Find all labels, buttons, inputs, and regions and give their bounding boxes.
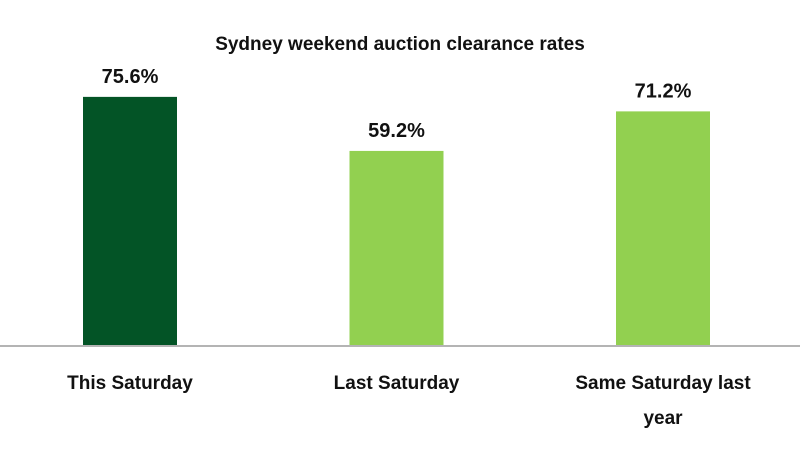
chart-title: Sydney weekend auction clearance rates bbox=[215, 34, 585, 55]
bar-0 bbox=[83, 96, 177, 346]
bar-1 bbox=[349, 150, 444, 346]
data-label-0: 75.6% bbox=[102, 66, 159, 88]
category-label-0: This Saturday bbox=[67, 373, 193, 394]
bar-2 bbox=[616, 111, 710, 346]
data-label-1: 59.2% bbox=[368, 120, 425, 142]
data-label-2: 71.2% bbox=[635, 80, 692, 102]
category-label-2-line-1: year bbox=[643, 408, 683, 429]
bars-group bbox=[83, 96, 710, 346]
category-label-2: Same Saturday last bbox=[575, 373, 751, 394]
labels-group: 75.6% This Saturday 59.2% Last Saturday 71.2… bbox=[67, 66, 751, 429]
category-label-1: Last Saturday bbox=[334, 373, 460, 394]
